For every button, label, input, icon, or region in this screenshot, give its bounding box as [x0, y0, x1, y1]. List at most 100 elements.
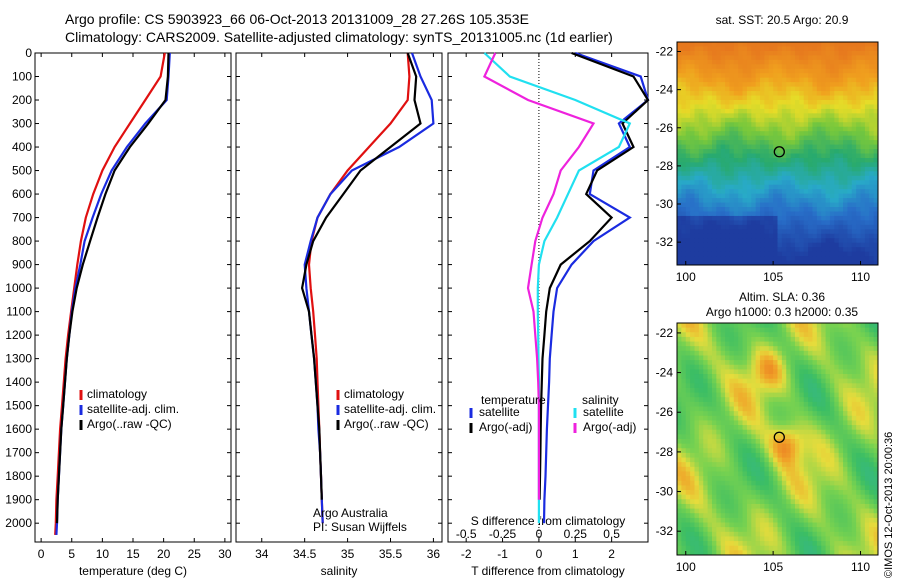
map-cell: [729, 64, 735, 70]
map-cell: [812, 392, 818, 398]
map-cell: [773, 207, 778, 212]
map-cell: [856, 238, 862, 244]
map-cell: [725, 355, 730, 361]
map-cell: [838, 517, 844, 524]
map-cell: [729, 73, 735, 79]
map-cell: [834, 157, 840, 163]
map-cell: [829, 550, 835, 556]
map-cell: [825, 499, 831, 505]
map-cell: [834, 215, 840, 221]
map-cell: [812, 336, 818, 343]
map-cell: [685, 153, 691, 159]
map-cell: [803, 233, 809, 239]
map-cell: [781, 220, 787, 226]
map-cell: [694, 131, 700, 137]
map-cell: [794, 374, 800, 380]
map-cell: [760, 425, 765, 431]
map-cell: [803, 86, 809, 92]
map-cell: [725, 68, 730, 74]
map-cell: [873, 490, 879, 496]
map-cell: [764, 198, 770, 204]
map-cell: [812, 452, 818, 459]
map-cell: [760, 327, 765, 333]
map-cell: [729, 508, 735, 514]
map-cell: [786, 46, 792, 52]
map-cell: [781, 415, 787, 421]
map-cell: [829, 508, 835, 514]
map-cell: [742, 180, 748, 186]
map-cell: [777, 406, 783, 412]
map-cell: [777, 99, 783, 105]
map-cell: [746, 59, 752, 65]
map-cell: [716, 256, 722, 262]
map-cell: [838, 490, 844, 496]
map-cell: [821, 166, 827, 172]
map-cell: [703, 91, 709, 97]
map-cell: [733, 122, 739, 128]
y-tick-label: -32: [656, 524, 674, 538]
map-cell: [698, 485, 704, 491]
map-cell: [742, 508, 748, 514]
map-cell: [720, 406, 726, 412]
map-cell: [742, 211, 748, 217]
map-cell: [698, 224, 704, 230]
map-cell: [786, 77, 792, 83]
map-cell: [677, 108, 682, 114]
map-cell: [803, 99, 809, 105]
map-cell: [764, 233, 770, 239]
map-cell: [873, 46, 879, 52]
map-cell: [843, 499, 848, 505]
map-cell: [869, 350, 875, 356]
map-cell: [768, 211, 774, 217]
map-cell: [755, 499, 761, 505]
map-cell: [829, 215, 835, 221]
map-cell: [711, 374, 717, 380]
x-tick-label: 1: [572, 547, 579, 561]
map-cell: [729, 323, 735, 329]
map-cell: [786, 180, 792, 186]
map-cell: [681, 420, 687, 426]
map-cell: [808, 180, 813, 186]
map-cell: [751, 42, 757, 47]
map-cell: [790, 494, 796, 500]
map-cell: [729, 108, 735, 114]
map-cell: [681, 64, 687, 70]
map-cell: [838, 95, 844, 101]
map-cell: [720, 327, 726, 333]
map-cell: [738, 397, 744, 403]
map-cell: [794, 522, 800, 528]
map-cell: [825, 99, 831, 105]
map-cell: [812, 251, 818, 257]
map-cell: [681, 429, 687, 435]
map-cell: [716, 406, 722, 412]
map-cell: [812, 545, 818, 551]
map-cell: [685, 77, 691, 83]
map-cell: [838, 251, 844, 257]
map-cell: [733, 113, 739, 119]
map-cell: [816, 233, 822, 239]
map-cell: [751, 374, 757, 380]
map-cell: [738, 59, 744, 65]
map-cell: [777, 238, 783, 244]
map-cell: [773, 149, 778, 154]
map-cell: [755, 104, 761, 110]
map-cell: [869, 336, 875, 343]
map-cell: [851, 350, 857, 356]
map-cell: [760, 346, 765, 352]
map-cell: [698, 378, 704, 384]
map-cell: [816, 443, 822, 449]
map-cell: [794, 260, 800, 266]
map-cell: [781, 215, 787, 221]
map-cell: [799, 503, 805, 510]
map-cell: [856, 369, 862, 375]
map-cell: [716, 341, 722, 347]
map-cell: [711, 251, 717, 257]
map-cell: [707, 531, 713, 537]
map-cell: [751, 220, 757, 226]
map-cell: [742, 233, 748, 239]
map-cell: [803, 82, 809, 88]
map-cell: [773, 494, 778, 500]
map-cell: [681, 247, 687, 253]
map-cell: [703, 411, 709, 417]
map-cell: [821, 256, 827, 262]
